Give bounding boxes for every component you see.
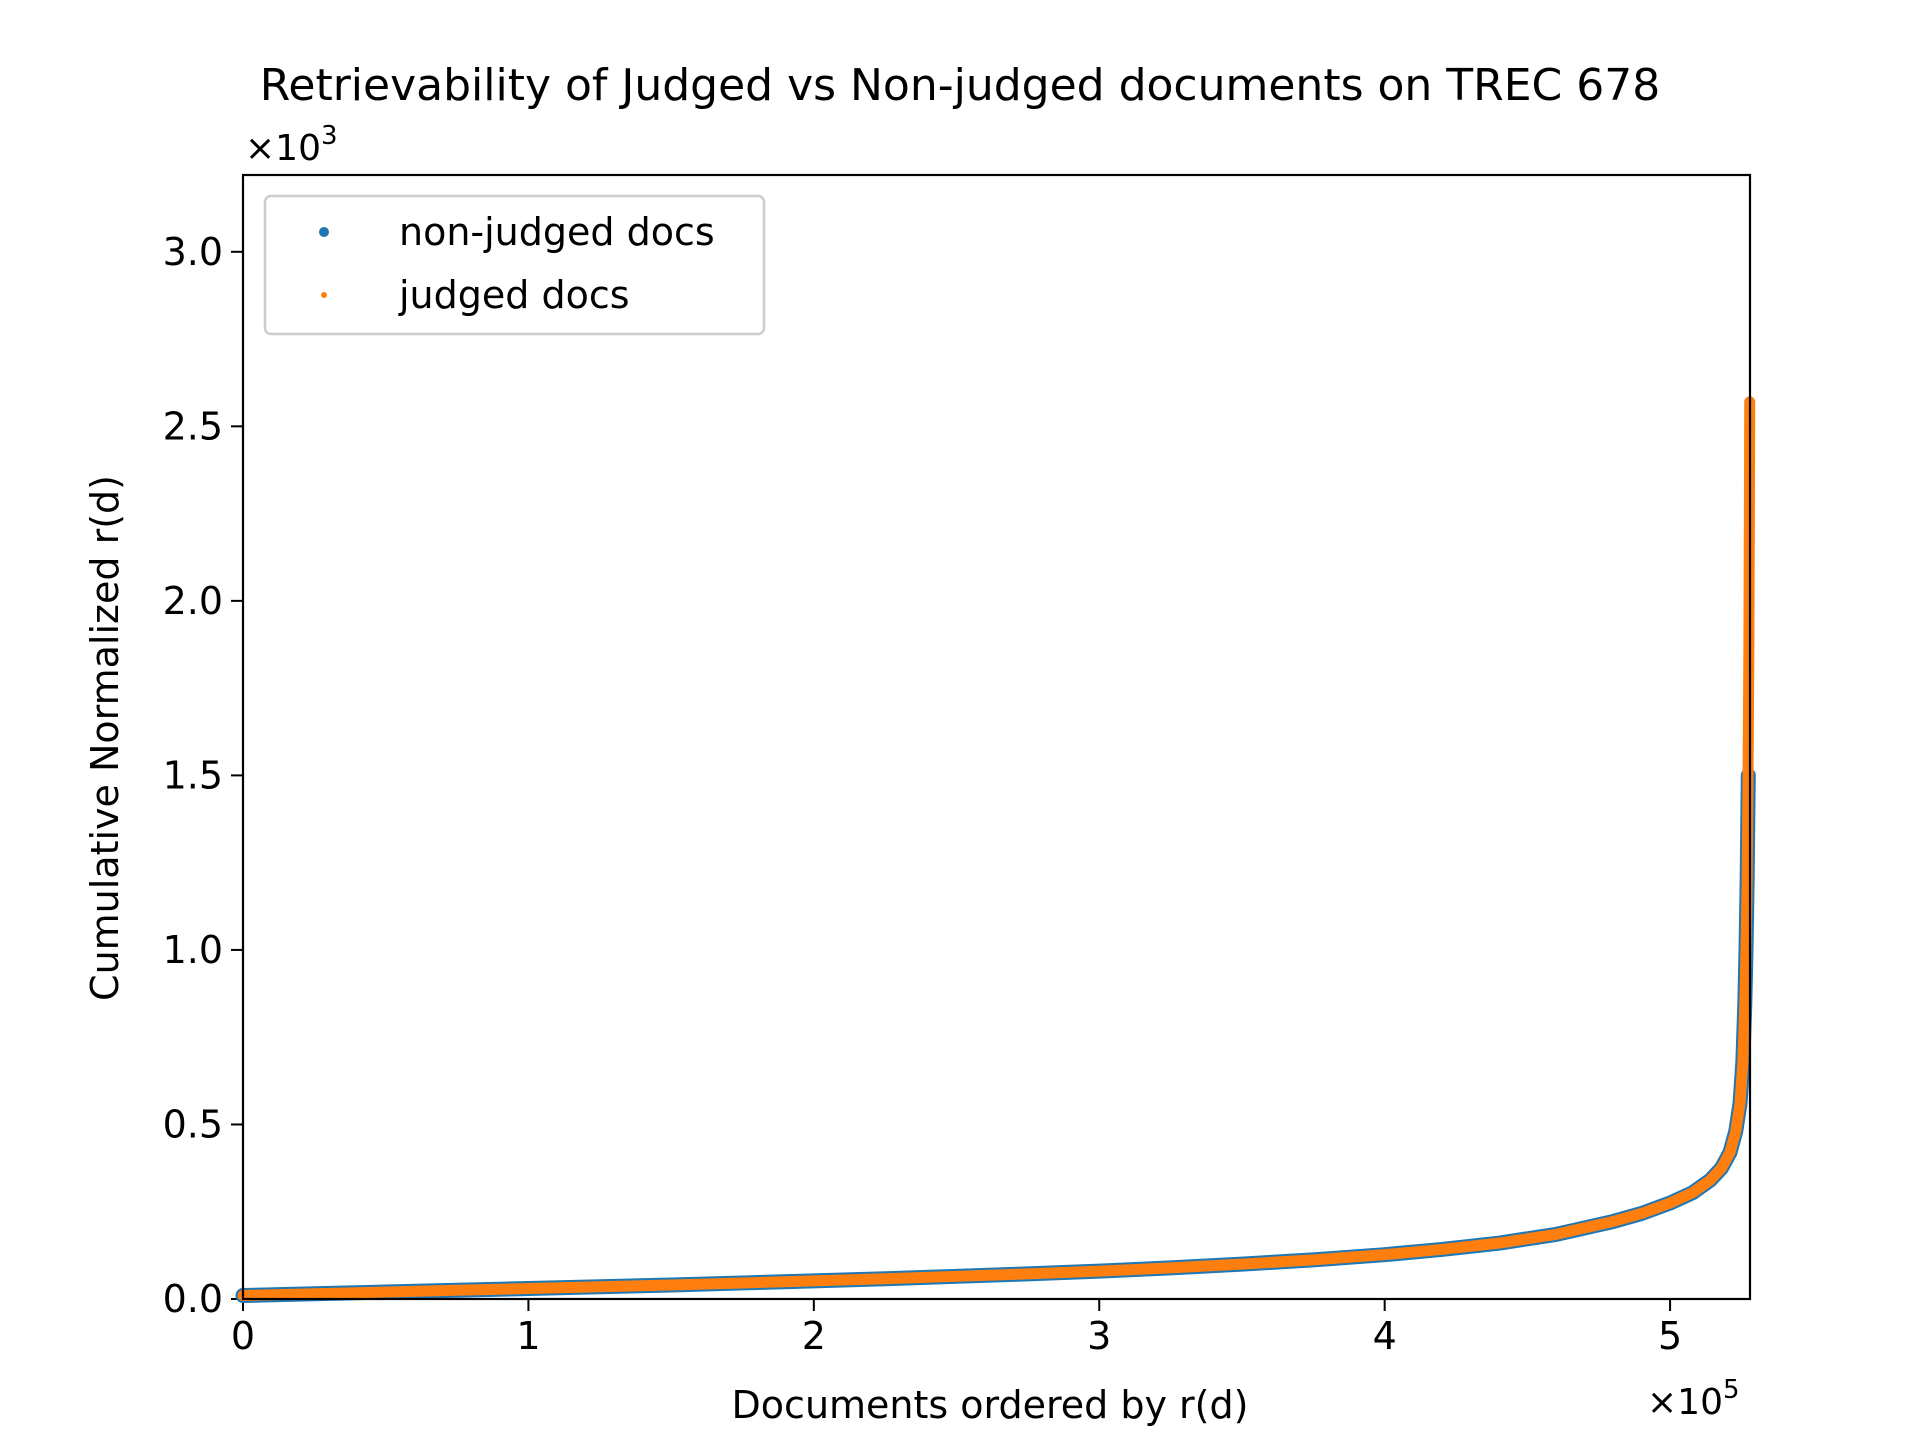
legend-marker-non-judged-docs (319, 227, 329, 237)
data-point (738, 1278, 747, 1287)
data-point (1095, 1267, 1104, 1276)
legend-label-judged-docs: judged docs (398, 273, 630, 317)
x-axis-label: Documents ordered by r(d) (732, 1383, 1249, 1427)
data-point (1309, 1255, 1318, 1264)
plot-frame (241, 173, 1752, 1301)
x-tick-label: 3 (1087, 1314, 1111, 1358)
y-tick-label: 3.0 (163, 230, 223, 274)
data-point (1023, 1269, 1032, 1278)
data-point (1380, 1250, 1389, 1259)
data-point (310, 1289, 319, 1298)
axis-ticks: 0 1 2 3 4 5 0.0 0.5 1.0 1.5 2.0 2.5 3.0 (163, 230, 1683, 1358)
data-point (881, 1274, 890, 1283)
series-non-judged-docs (235, 767, 1756, 1304)
legend-marker-judged-docs (321, 292, 327, 298)
data-point (595, 1282, 604, 1291)
data-point (1706, 1176, 1715, 1185)
data-point (1717, 1164, 1726, 1173)
data-point (1744, 649, 1753, 658)
data-point (1731, 1127, 1740, 1136)
data-point (1551, 1230, 1560, 1239)
data-point (524, 1284, 533, 1293)
y-tick-label: 1.5 (163, 753, 223, 797)
x-tick-label: 2 (802, 1314, 826, 1358)
y-tick-label: 2.0 (163, 579, 223, 623)
x-multiplier-exponent: 5 (1723, 1375, 1740, 1405)
series-judged-docs (237, 396, 1756, 1302)
data-point (1637, 1209, 1646, 1218)
legend-label-non-judged-docs: non-judged docs (399, 210, 715, 254)
data-point (381, 1288, 390, 1297)
data-point (453, 1286, 462, 1295)
x-tick-label: 0 (231, 1314, 255, 1358)
x-axis-multiplier: ×105 (1647, 1375, 1740, 1423)
data-point (1726, 1148, 1735, 1157)
x-tick-label: 5 (1658, 1314, 1682, 1358)
data-point (952, 1272, 961, 1281)
data-point (1494, 1239, 1503, 1248)
data-point (1738, 1057, 1747, 1066)
y-axis-label: Cumulative Normalized r(d) (83, 475, 127, 1001)
data-point (1742, 945, 1751, 954)
series-layer (235, 396, 1756, 1304)
y-axis-multiplier: ×103 (245, 121, 338, 169)
y-tick-label: 0.0 (163, 1277, 223, 1321)
chart-title: Retrievability of Judged vs Non-judged d… (260, 60, 1660, 111)
x-tick-label: 4 (1373, 1314, 1397, 1358)
legend-box (263, 194, 766, 336)
data-point (1166, 1263, 1175, 1272)
data-point (667, 1281, 676, 1290)
series-trace (237, 396, 1756, 1302)
data-point (1609, 1217, 1617, 1226)
data-point (1237, 1260, 1246, 1269)
y-tick-label: 2.5 (163, 404, 223, 448)
data-point (1688, 1188, 1697, 1197)
y-tick-label: 1.0 (163, 928, 223, 972)
data-point (1736, 1099, 1745, 1108)
data-point (809, 1276, 818, 1285)
y-multiplier-base: ×10 (245, 128, 321, 169)
y-multiplier-exponent: 3 (321, 121, 338, 151)
data-point (1437, 1245, 1446, 1254)
x-multiplier-base: ×10 (1647, 1382, 1723, 1423)
y-tick-label: 0.5 (163, 1102, 223, 1146)
x-tick-label: 1 (516, 1314, 540, 1358)
series-trace (235, 767, 1756, 1304)
data-point (1666, 1199, 1675, 1208)
legend: non-judged docs judged docs (263, 194, 766, 336)
data-point (1740, 998, 1749, 1007)
